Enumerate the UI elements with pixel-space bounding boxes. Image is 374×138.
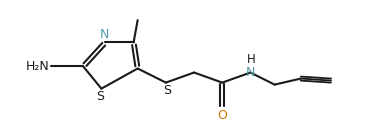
Text: O: O bbox=[217, 109, 227, 122]
Text: S: S bbox=[96, 90, 104, 103]
Text: S: S bbox=[163, 84, 171, 97]
Text: H₂N: H₂N bbox=[25, 60, 49, 73]
Text: N: N bbox=[246, 66, 255, 79]
Text: N: N bbox=[100, 28, 110, 41]
Text: H: H bbox=[247, 54, 256, 67]
